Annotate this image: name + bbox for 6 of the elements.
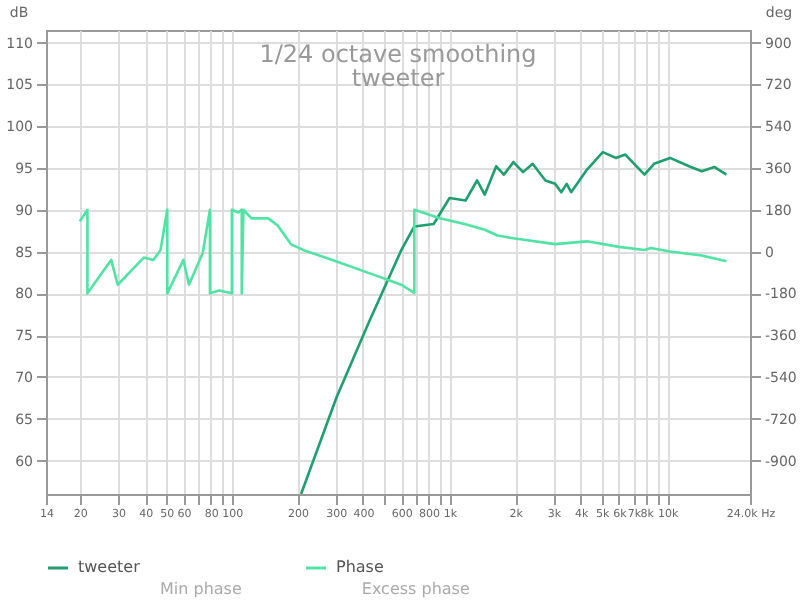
text: Min phase (160, 580, 242, 602)
text: Excess phase (361, 580, 470, 602)
chart-title: 1/24 octave smoothing (259, 40, 537, 68)
legend-label: tweeter (78, 558, 142, 576)
text: tweeter (351, 64, 445, 92)
legend-label: Phase (336, 558, 384, 576)
